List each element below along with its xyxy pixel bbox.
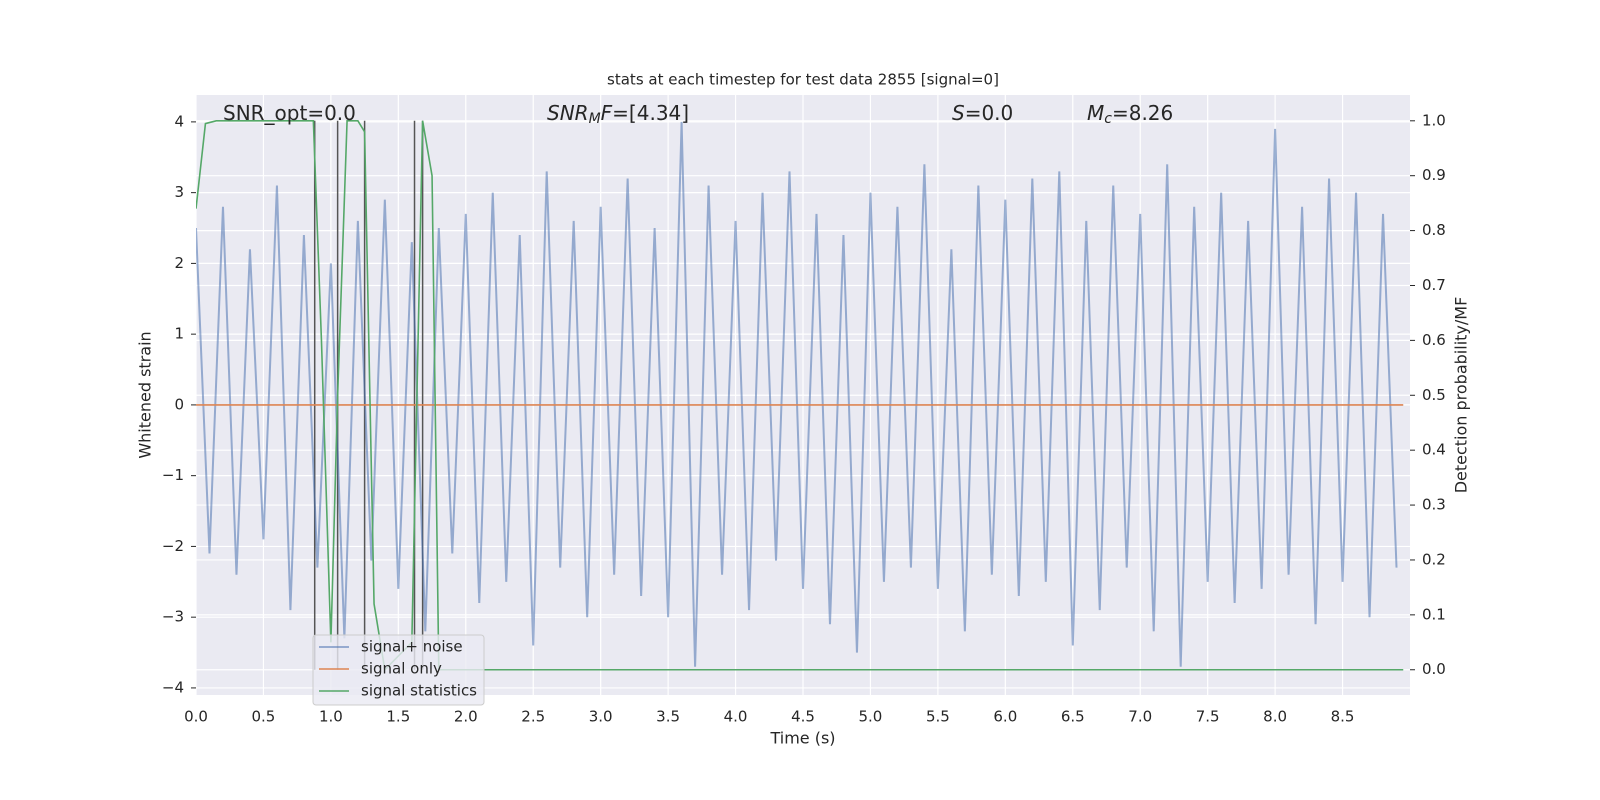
x-tick-label: 2.5 bbox=[521, 708, 545, 726]
y2-tick-label: 0.8 bbox=[1422, 221, 1446, 239]
y2-tick-label: 0.2 bbox=[1422, 550, 1446, 568]
x-tick-label: 6.5 bbox=[1061, 708, 1085, 726]
series-line bbox=[196, 120, 1404, 672]
y-tick-label: −2 bbox=[162, 537, 184, 555]
annotation-part: =[4.34] bbox=[612, 101, 689, 125]
annotation-part: =0.0 bbox=[965, 101, 1014, 125]
annotation-part: =8.26 bbox=[1112, 101, 1173, 125]
y-tick-label: 4 bbox=[174, 112, 184, 130]
x-tick-label: 2.0 bbox=[454, 708, 478, 726]
y2-tick-label: 0.6 bbox=[1422, 331, 1446, 349]
y2-tick-label: 0.0 bbox=[1422, 660, 1446, 678]
annotation-part: F bbox=[601, 101, 613, 125]
y-axis-label: Whitened strain bbox=[136, 331, 155, 458]
annotation-part: SNR_opt=0.0 bbox=[223, 101, 356, 125]
y-tick-label: 1 bbox=[174, 325, 184, 343]
annotation-part: S bbox=[952, 101, 965, 125]
x-tick-label: 4.5 bbox=[791, 708, 815, 726]
x-tick-label: 5.5 bbox=[926, 708, 950, 726]
y2-tick-label: 0.7 bbox=[1422, 276, 1446, 294]
x-tick-label: 7.0 bbox=[1128, 708, 1152, 726]
legend-label: signal only bbox=[361, 660, 442, 678]
x-tick-label: 5.0 bbox=[859, 708, 883, 726]
annotation-part: c bbox=[1104, 111, 1112, 127]
chart-title: stats at each timestep for test data 285… bbox=[607, 71, 999, 89]
x-tick-label: 3.0 bbox=[589, 708, 613, 726]
x-tick-label: 6.0 bbox=[993, 708, 1017, 726]
x-tick-label: 4.0 bbox=[724, 708, 748, 726]
legend-box bbox=[312, 634, 485, 706]
y2-axis-label: Detection probability/MF bbox=[1452, 297, 1471, 494]
x-tick-label: 1.5 bbox=[386, 708, 410, 726]
x-axis-label: Time (s) bbox=[769, 729, 835, 748]
y2-tick-label: 1.0 bbox=[1422, 111, 1446, 129]
x-tick-label: 3.5 bbox=[656, 708, 680, 726]
plot-content bbox=[196, 120, 1404, 672]
annotation: S=0.0 bbox=[952, 101, 1013, 125]
y-tick-label: 0 bbox=[174, 395, 184, 413]
y2-tick-label: 0.5 bbox=[1422, 386, 1446, 404]
x-tick-label: 0.5 bbox=[252, 708, 276, 726]
x-tick-label: 0.0 bbox=[184, 708, 208, 726]
y-tick-label: 2 bbox=[174, 254, 184, 272]
y-tick-label: −1 bbox=[162, 466, 184, 484]
annotation: Mc=8.26 bbox=[1087, 101, 1173, 128]
y2-tick-label: 0.3 bbox=[1422, 496, 1446, 514]
y-tick-label: 3 bbox=[174, 183, 184, 201]
y2-tick-label: 0.1 bbox=[1422, 605, 1446, 623]
annotation: SNRMF=[4.34] bbox=[547, 101, 689, 128]
x-tick-label: 7.5 bbox=[1196, 708, 1220, 726]
annotation-part: M bbox=[589, 111, 601, 127]
y2-tick-label: 0.4 bbox=[1422, 441, 1446, 459]
x-tick-label: 8.0 bbox=[1263, 708, 1287, 726]
y-tick-label: −3 bbox=[162, 608, 184, 626]
annotation-part: M bbox=[1087, 101, 1104, 125]
legend-label: signal+ noise bbox=[361, 638, 463, 656]
y2-tick-label: 0.9 bbox=[1422, 166, 1446, 184]
series-line bbox=[196, 121, 1398, 667]
annotation: SNR_opt=0.0 bbox=[223, 101, 356, 125]
annotation-part: SNR bbox=[547, 101, 589, 125]
x-tick-label: 8.5 bbox=[1331, 708, 1355, 726]
legend-label: signal statistics bbox=[361, 682, 477, 700]
x-tick-label: 1.0 bbox=[319, 708, 343, 726]
y-tick-label: −4 bbox=[162, 678, 184, 696]
